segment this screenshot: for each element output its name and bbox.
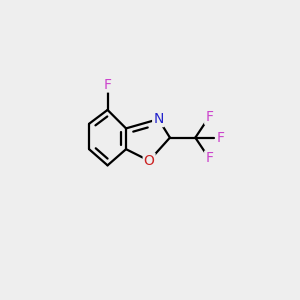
- Text: F: F: [205, 152, 213, 165]
- Text: O: O: [144, 154, 154, 168]
- Text: F: F: [217, 130, 225, 145]
- Text: N: N: [153, 112, 164, 126]
- Text: F: F: [205, 110, 213, 124]
- Text: F: F: [103, 77, 112, 92]
